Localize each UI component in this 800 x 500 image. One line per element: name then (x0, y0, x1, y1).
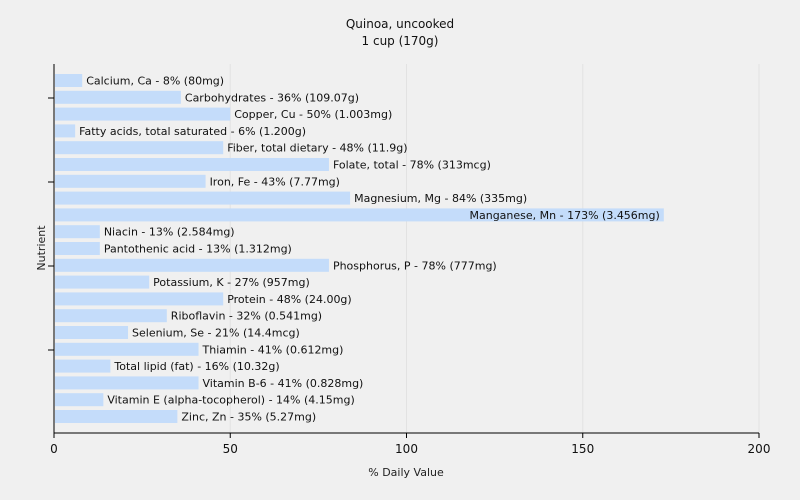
x-axis-label: % Daily Value (368, 466, 444, 479)
bar-label: Copper, Cu - 50% (1.003mg) (234, 108, 392, 121)
bar (55, 410, 178, 423)
bar-label: Phosphorus, P - 78% (777mg) (333, 259, 497, 272)
bar-label: Manganese, Mn - 173% (3.456mg) (470, 209, 660, 222)
bar (55, 342, 199, 356)
bar-label: Protein - 48% (24.00g) (227, 293, 352, 306)
bar (55, 292, 224, 306)
bar (55, 326, 129, 339)
bar (55, 258, 329, 272)
bar-label: Zinc, Zn - 35% (5.27mg) (181, 411, 316, 424)
bar (55, 359, 111, 373)
x-tick-label: 200 (748, 442, 771, 456)
bar-label: Vitamin E (alpha-tocopherol) - 14% (4.15… (107, 394, 354, 407)
bar (55, 191, 351, 205)
bar-label: Calcium, Ca - 8% (80mg) (86, 75, 224, 88)
bar (55, 141, 224, 155)
x-tick-label: 150 (571, 442, 594, 456)
bar (55, 242, 100, 255)
bar-label: Fatty acids, total saturated - 6% (1.200… (79, 125, 306, 138)
bar-label: Niacin - 13% (2.584mg) (104, 226, 235, 239)
bar-label: Folate, total - 78% (313mcg) (333, 159, 491, 172)
x-tick-label: 50 (223, 442, 238, 456)
bar-label: Selenium, Se - 21% (14.4mcg) (132, 327, 300, 340)
bar-label: Thiamin - 41% (0.612mg) (202, 343, 344, 356)
bar-label: Iron, Fe - 43% (7.77mg) (210, 175, 340, 188)
bar (55, 90, 181, 104)
chart-subtitle: 1 cup (170g) (362, 34, 439, 48)
bar (55, 174, 206, 188)
x-tick-label: 0 (50, 442, 58, 456)
bar (55, 74, 83, 87)
x-tick-label: 100 (395, 442, 418, 456)
bar (55, 107, 231, 121)
bar-label: Carbohydrates - 36% (109.07g) (185, 91, 359, 104)
bar-label: Potassium, K - 27% (957mg) (153, 276, 310, 289)
bar (55, 208, 664, 222)
bar (55, 158, 329, 171)
bar (55, 376, 199, 390)
chart-title: Quinoa, uncooked (346, 17, 454, 31)
bar (55, 393, 104, 407)
bar-label: Vitamin B-6 - 41% (0.828mg) (203, 377, 364, 390)
bar-label: Total lipid (fat) - 16% (10.32g) (113, 360, 279, 373)
bar (55, 275, 150, 289)
bar-label: Riboflavin - 32% (0.541mg) (171, 310, 322, 323)
bars: Calcium, Ca - 8% (80mg) Carbohydrates - 3… (55, 74, 664, 424)
bar (55, 225, 100, 239)
bar-label: Magnesium, Mg - 84% (335mg) (354, 192, 527, 205)
bar (55, 309, 167, 323)
bar-label: Pantothenic acid - 13% (1.312mg) (104, 243, 292, 256)
bar (55, 124, 76, 138)
y-axis-label: Nutrient (35, 225, 48, 271)
grid-lines (229, 64, 760, 433)
bar-label: Fiber, total dietary - 48% (11.9g) (227, 142, 407, 155)
axes: 0 50 100 150 200 (48, 64, 770, 456)
